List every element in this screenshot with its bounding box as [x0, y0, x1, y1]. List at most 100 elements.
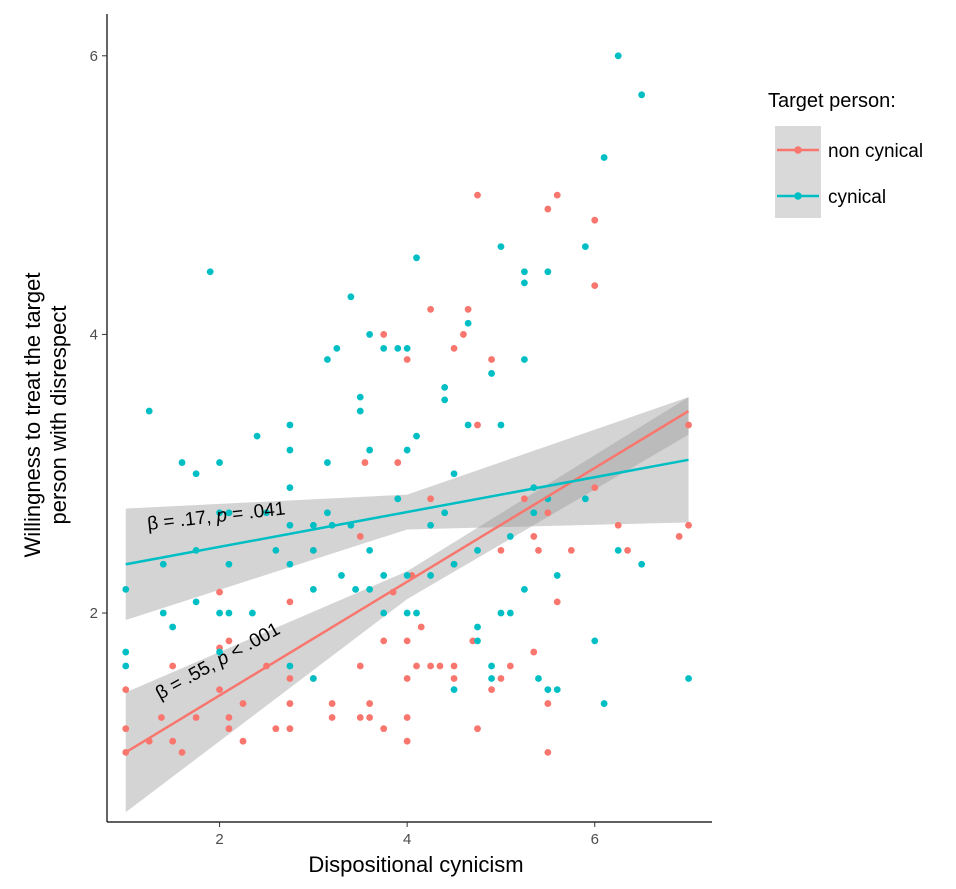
point-cynical	[122, 585, 130, 593]
legend-key-background	[775, 126, 821, 218]
x-tick-label: 2	[215, 831, 223, 848]
point-cynical	[544, 268, 552, 276]
point-non-cynical	[239, 737, 247, 745]
legend-item-cynical: cynical	[777, 187, 886, 208]
point-non-cynical	[474, 191, 481, 199]
point-cynical	[216, 509, 223, 517]
legend: Target person: non cynical cynical	[768, 90, 923, 218]
point-cynical	[450, 686, 458, 694]
point-non-cynical	[427, 305, 435, 313]
point-non-cynical	[450, 344, 458, 352]
point-cynical	[225, 609, 233, 617]
x-tick-label: 6	[591, 831, 599, 848]
fit-line-cynical	[125, 458, 689, 566]
point-cynical	[216, 459, 223, 466]
axes: 2 4 6 2 4 6	[90, 14, 712, 848]
point-cynical	[272, 546, 280, 554]
point-cynical	[394, 344, 402, 352]
point-cynical	[488, 675, 495, 682]
point-cynical	[159, 609, 167, 617]
fit-line-non-cynical	[125, 409, 690, 754]
scatter-points	[122, 52, 692, 756]
point-non-cynical	[286, 725, 294, 733]
point-non-cynical	[591, 282, 599, 290]
point-non-cynical	[624, 546, 631, 554]
point-non-cynical	[225, 714, 233, 721]
point-cynical	[347, 293, 355, 301]
point-non-cynical	[122, 725, 130, 733]
x-tick-label: 4	[403, 831, 411, 848]
point-non-cynical	[464, 305, 472, 313]
point-cynical	[403, 572, 411, 579]
point-cynical	[450, 470, 458, 478]
point-cynical	[521, 268, 528, 276]
point-cynical	[497, 609, 505, 617]
point-cynical	[403, 344, 411, 352]
point-cynical	[145, 407, 153, 415]
point-cynical	[216, 648, 223, 656]
point-cynical	[506, 609, 514, 617]
point-non-cynical	[225, 725, 233, 733]
point-non-cynical	[356, 533, 364, 540]
point-non-cynical	[614, 521, 622, 529]
point-non-cynical	[403, 637, 411, 645]
point-non-cynical	[535, 546, 542, 554]
legend-key-point-non-cynical	[794, 146, 802, 154]
point-non-cynical	[553, 598, 561, 606]
point-cynical	[366, 546, 374, 554]
point-cynical	[530, 509, 538, 517]
point-cynical	[581, 495, 589, 503]
point-non-cynical	[591, 216, 599, 224]
point-non-cynical	[488, 686, 495, 694]
point-non-cynical	[158, 714, 165, 721]
point-cynical	[178, 459, 186, 466]
point-non-cynical	[450, 675, 458, 682]
point-non-cynical	[380, 331, 388, 338]
point-non-cynical	[169, 662, 177, 670]
point-non-cynical	[497, 675, 505, 682]
point-cynical	[169, 623, 177, 631]
legend-item-non-cynical: non cynical	[777, 141, 923, 162]
point-cynical	[521, 585, 528, 593]
y-axis-title: Willingness to treat the target person w…	[20, 273, 71, 558]
point-non-cynical	[225, 637, 233, 645]
point-non-cynical	[427, 662, 435, 670]
point-non-cynical	[474, 421, 481, 429]
y-tick-label: 4	[90, 326, 98, 343]
point-cynical	[506, 533, 514, 540]
point-cynical	[286, 484, 294, 492]
point-cynical	[521, 279, 528, 287]
point-cynical	[225, 509, 233, 517]
point-cynical	[366, 331, 374, 338]
point-cynical	[544, 686, 552, 694]
point-non-cynical	[380, 725, 388, 733]
point-cynical	[356, 407, 364, 415]
point-non-cynical	[544, 700, 552, 707]
point-cynical	[286, 421, 294, 429]
point-cynical	[413, 609, 420, 617]
point-cynical	[286, 446, 294, 454]
legend-title: Target person:	[768, 90, 896, 112]
point-non-cynical	[567, 546, 575, 554]
point-non-cynical	[361, 459, 369, 466]
point-non-cynical	[460, 331, 467, 338]
point-non-cynical	[169, 737, 177, 745]
point-cynical	[413, 432, 420, 440]
point-cynical	[366, 446, 374, 454]
point-non-cynical	[530, 648, 538, 656]
point-cynical	[638, 560, 646, 568]
point-cynical	[286, 662, 294, 670]
point-cynical	[356, 393, 364, 401]
point-cynical	[600, 700, 608, 707]
point-non-cynical	[239, 700, 247, 707]
point-cynical	[488, 370, 495, 377]
point-non-cynical	[272, 725, 280, 733]
point-non-cynical	[417, 623, 425, 631]
point-cynical	[309, 521, 317, 529]
point-cynical	[535, 675, 542, 682]
point-cynical	[553, 572, 561, 579]
point-cynical	[206, 268, 214, 276]
point-non-cynical	[521, 495, 528, 503]
point-non-cynical	[544, 748, 552, 756]
